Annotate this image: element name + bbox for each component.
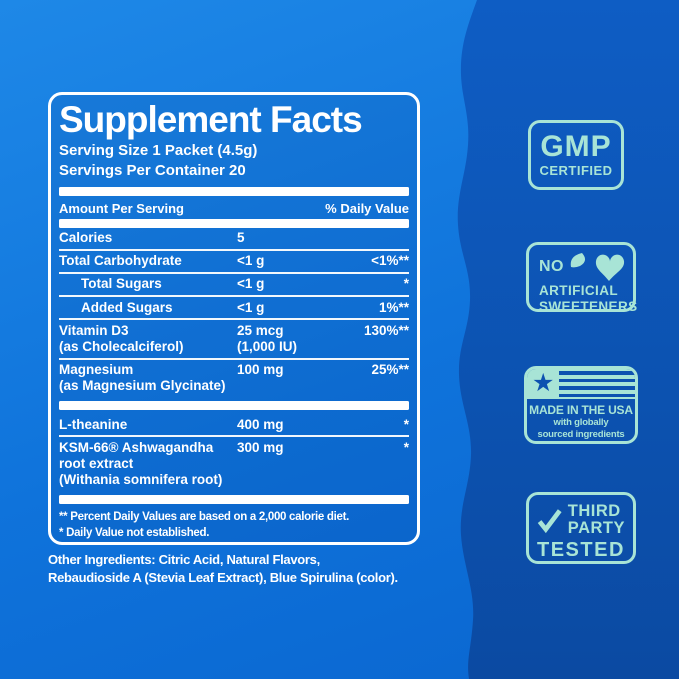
table-row-added-sugars: Added Sugars <1 g 1%** xyxy=(81,299,409,315)
divider-bar xyxy=(59,401,409,411)
sourced-label: sourced ingredients xyxy=(537,428,625,440)
table-row-l-theanine: L-theanine 400 mg * xyxy=(59,416,409,432)
table-row-magnesium: Magnesium (as Magnesium Glycinate) 100 m… xyxy=(59,362,409,394)
col-header-amount: Amount Per Serving xyxy=(59,200,184,216)
supplement-facts-panel: Supplement Facts Serving Size 1 Packet (… xyxy=(48,92,420,545)
panel-title: Supplement Facts xyxy=(59,99,363,140)
table-row-total-carbohydrate: Total Carbohydrate <1 g <1%** xyxy=(59,253,409,269)
table-row-total-sugars: Total Sugars <1 g * xyxy=(81,276,409,292)
gmp-label: GMP xyxy=(540,130,612,163)
flag-stripe xyxy=(559,393,635,397)
no-artificial-top-row: NO xyxy=(539,251,633,283)
third-party-tested-badge: THIRD PARTY TESTED xyxy=(526,492,636,564)
certified-label: CERTIFIED xyxy=(539,163,613,178)
other-ingredients-text: Other Ingredients: Citric Acid, Natural … xyxy=(48,552,398,586)
divider-line xyxy=(59,248,409,251)
no-label: NO xyxy=(539,258,564,275)
gmp-certified-badge: GMP CERTIFIED xyxy=(528,120,624,190)
third-party-top-row: THIRD PARTY xyxy=(537,502,625,538)
flag-stripe xyxy=(559,386,635,390)
footnote-daily-values: ** Percent Daily Values are based on a 2… xyxy=(59,510,350,523)
checkmark-icon xyxy=(537,509,562,534)
third-label: THIRD xyxy=(567,501,621,520)
table-header: Amount Per Serving % Daily Value xyxy=(59,201,409,216)
flag-stripes-icon xyxy=(559,371,635,397)
artificial-label: ARTIFICIAL xyxy=(539,283,618,298)
footnotes: ** Percent Daily Values are based on a 2… xyxy=(59,509,409,542)
divider-bar xyxy=(59,186,409,196)
no-artificial-sweeteners-badge: NO ARTIFICIAL SWEETENERS xyxy=(526,242,638,314)
divider-line xyxy=(59,271,409,274)
divider-bar xyxy=(59,494,409,504)
table-row-vitamin-d3: Vitamin D3 (as Cholecalciferol) 25 mcg (… xyxy=(59,322,409,354)
leaves-icon xyxy=(570,253,625,281)
third-party-words: THIRD PARTY xyxy=(567,501,625,538)
party-label: PARTY xyxy=(567,519,625,537)
sweeteners-label: SWEETENERS xyxy=(539,298,638,314)
divider-line xyxy=(59,295,409,298)
globally-label: with globally xyxy=(553,417,609,428)
serving-size: Serving Size 1 Packet (4.5g) xyxy=(59,141,258,159)
flag-stripe xyxy=(559,378,635,382)
col-header-daily-value: % Daily Value xyxy=(325,200,409,216)
divider-line xyxy=(59,357,409,360)
flag-stripe xyxy=(559,371,635,375)
tested-label: TESTED xyxy=(537,539,625,561)
table-row-ashwagandha: KSM-66® Ashwagandha root extract (Withan… xyxy=(59,439,409,488)
divider-line xyxy=(59,318,409,321)
footnote-not-established: * Daily Value not established. xyxy=(59,527,210,540)
star-icon: ★ xyxy=(532,368,555,397)
usa-flag-graphic: ★ xyxy=(527,369,635,399)
divider-line xyxy=(59,435,409,438)
made-in-usa-label: MADE IN THE USA xyxy=(529,403,633,417)
made-in-usa-badge: ★ MADE IN THE USA with globally sourced … xyxy=(524,366,638,444)
table-row-calories: Calories 5 xyxy=(59,230,245,246)
servings-per-container: Servings Per Container 20 xyxy=(59,162,246,180)
divider-bar xyxy=(59,218,409,228)
